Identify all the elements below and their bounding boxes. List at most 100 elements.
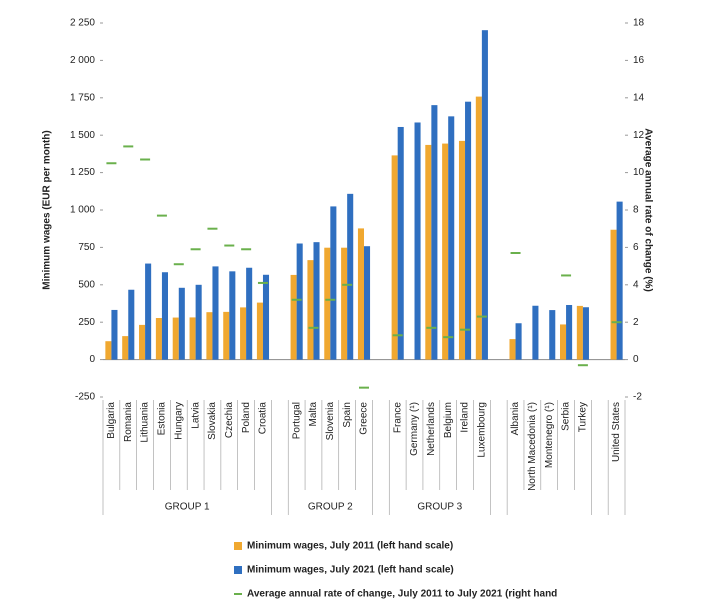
bar [111,309,118,360]
y-tick-label: 0 [89,354,95,365]
y-tick-label: 2 000 [70,55,95,66]
legend-label: Average annual rate of change, July 2011… [247,589,557,600]
bar [431,105,438,360]
bar [566,304,573,360]
bar [206,312,213,360]
bar [616,201,623,360]
y-tick-label: 1 000 [70,205,95,216]
y2-axis-title: Average annual rate of change (%) [642,128,653,292]
x-tick-label: Latvia [190,402,201,429]
y-tick-label: 250 [78,317,95,328]
bar [448,116,455,360]
bar [128,289,135,360]
x-tick-label: Turkey [578,402,589,432]
bar [145,263,152,360]
x-tick-label: Romania [123,402,134,442]
bar [246,267,253,360]
bar [515,323,522,360]
bar [397,126,404,360]
x-tick-label: Belgium [443,402,454,438]
bar [290,274,297,360]
x-tick-label: Serbia [561,402,572,431]
bar [189,317,196,360]
y2-tick-label: 12 [633,130,645,141]
y-tick-label: 500 [78,279,95,290]
x-tick-label: Ireland [460,402,471,433]
x-tick-label: Portugal [291,402,302,439]
bar [178,287,185,360]
bar [212,266,219,360]
bar [229,271,236,360]
y2-tick-label: 14 [633,92,645,103]
x-tick-label: Malta [308,402,319,427]
x-tick-label: Spain [342,402,353,428]
bar [223,311,230,360]
bar [195,284,202,360]
group-label: GROUP 2 [308,502,353,513]
bar [364,246,371,360]
bar [122,336,129,360]
y2-tick-label: 0 [633,354,639,365]
y-axis-title: Minimum wages (EUR per month) [42,130,53,289]
bar [475,96,482,360]
x-tick-label: Albania [510,402,521,436]
legend-marker [234,566,242,574]
bar [240,307,247,360]
y2-tick-label: 8 [633,205,639,216]
y2-tick-label: 18 [633,18,645,29]
bar [458,140,466,360]
x-tick-label: North Macedonia (¹) [527,402,538,491]
y2-tick-label: 16 [633,55,645,66]
y2-tick-label: 6 [633,242,639,253]
bar [560,324,567,360]
bar [262,274,270,360]
bar [357,228,364,360]
bar [532,305,539,360]
y-tick-label: 2 250 [70,18,95,29]
bar [324,247,331,360]
bar [442,143,449,360]
bar [341,247,348,360]
x-tick-label: United States [611,402,622,462]
bar [425,144,432,360]
x-tick-label: Hungary [173,402,184,440]
bar [347,193,354,360]
x-tick-label: Slovenia [325,402,336,441]
y-tick-label: 1 500 [70,130,95,141]
bar [465,101,472,360]
legend-label: Minimum wages, July 2011 (left hand scal… [247,541,453,552]
bar [414,122,421,360]
x-tick-label: Greece [359,402,370,435]
bar [576,305,583,360]
x-tick-label: France [392,402,403,434]
x-tick-label: Estonia [157,402,168,436]
bar [391,155,398,360]
x-tick-label: Lithuania [140,402,151,443]
bar [139,324,146,360]
bar [155,318,162,360]
group-label: GROUP 1 [165,502,210,513]
bar [256,302,263,360]
bar [105,341,112,360]
x-tick-label: Bulgaria [106,402,117,439]
x-tick-label: Germany (¹) [409,402,420,456]
legend-marker [234,542,242,550]
x-tick-label: Poland [241,402,252,433]
y2-tick-label: 10 [633,167,645,178]
x-tick-label: Czechia [224,402,235,439]
y-tick-label: -250 [75,392,95,403]
bar [549,310,556,360]
bar [582,307,589,360]
bar [313,242,320,360]
group-label: GROUP 3 [417,502,462,513]
y2-tick-label: -2 [633,392,642,403]
x-tick-label: Netherlands [426,402,437,456]
bar [330,206,337,360]
legend-label: Minimum wages, July 2021 (left hand scal… [247,565,454,576]
x-tick-label: Montenegro (¹) [544,402,555,468]
y-tick-label: 1 250 [70,167,95,178]
bar [296,243,303,360]
x-tick-label: Slovakia [207,402,218,440]
bar [610,229,617,360]
